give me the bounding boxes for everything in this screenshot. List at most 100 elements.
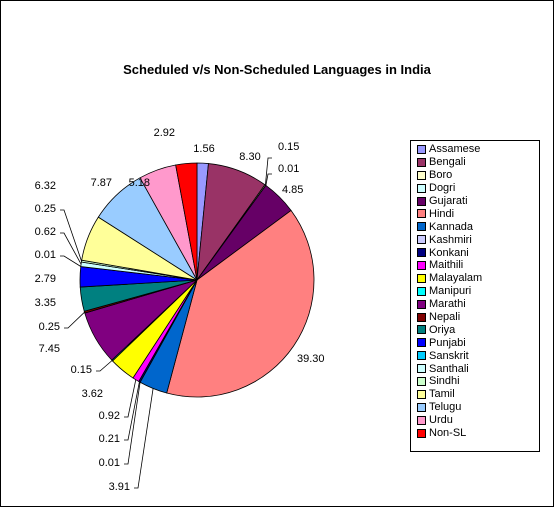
legend-swatch (417, 312, 426, 322)
legend-item-boro: Boro (417, 169, 539, 182)
legend-label: Non-SL (429, 427, 467, 440)
legend-label: Kannada (429, 220, 474, 233)
legend-item-telugu: Telugu (417, 401, 539, 414)
legend-swatch (417, 415, 426, 425)
legend-label: Boro (429, 169, 453, 182)
data-label-hindi: 39.30 (297, 353, 325, 365)
leader-line-nepali (64, 311, 85, 329)
legend-item-marathi: Marathi (417, 298, 539, 311)
legend-label: Gujarati (429, 195, 468, 207)
legend: Assamese Bengali Boro Dogri Gujarati Hindi Kan… (410, 140, 540, 452)
legend-label: Manipuri (429, 285, 472, 298)
leader-line-maithili (124, 379, 137, 418)
legend-label: Kashmiri (429, 233, 472, 246)
legend-item-assamese: Assamese (417, 143, 539, 156)
leader-line-santhali (60, 232, 82, 265)
legend-item-manipuri: Manipuri (417, 285, 539, 298)
legend-item-tamil: Tamil (417, 388, 539, 401)
legend-item-punjabi: Punjabi (417, 336, 539, 349)
legend-label: Punjabi (429, 336, 466, 349)
data-label-marathi: 7.45 (39, 343, 60, 355)
pie-slice-hindi (166, 209, 315, 398)
pie-slice-non-sl (175, 162, 198, 281)
pie-slices (79, 162, 315, 398)
legend-list: Assamese Bengali Boro Dogri Gujarati Hindi Kan… (411, 141, 539, 439)
legend-label: Dogri (429, 182, 456, 195)
legend-label: Bengali (429, 156, 466, 169)
legend-item-sanskrit: Sanskrit (417, 349, 539, 362)
legend-label: Telugu (429, 401, 462, 414)
legend-label: Santhali (429, 362, 469, 375)
legend-swatch (417, 338, 426, 348)
legend-swatch (417, 183, 426, 193)
legend-item-konkani: Konkani (417, 246, 539, 259)
legend-swatch (417, 144, 426, 154)
data-label-santhali: 0.62 (35, 226, 56, 238)
legend-item-santhali: Santhali (417, 362, 539, 375)
data-label-kannada: 3.91 (109, 481, 130, 493)
data-label-boro: 0.15 (278, 141, 299, 153)
legend-swatch (417, 209, 426, 219)
legend-label: Urdu (429, 414, 453, 427)
legend-swatch (417, 273, 426, 283)
legend-swatch (417, 260, 426, 270)
legend-item-gujarati: Gujarati (417, 195, 539, 208)
legend-item-kashmiri: Kashmiri (417, 233, 539, 246)
data-label-punjabi: 2.79 (35, 273, 56, 285)
data-label-konkani: 0.21 (99, 433, 120, 445)
data-label-manipuri: 0.15 (71, 364, 92, 376)
data-label-non-sl: 2.92 (154, 127, 175, 139)
legend-item-dogri: Dogri (417, 182, 539, 195)
legend-swatch (417, 428, 426, 438)
legend-item-maithili: Maithili (417, 259, 539, 272)
legend-label: Konkani (429, 246, 469, 259)
leader-line-konkani (124, 381, 140, 441)
legend-label: Assamese (429, 143, 481, 156)
legend-swatch (417, 376, 426, 386)
data-label-tamil: 6.32 (35, 180, 56, 192)
legend-item-sindhi: Sindhi (417, 375, 539, 388)
legend-label: Hindi (429, 207, 455, 220)
data-label-nepali: 0.25 (39, 321, 60, 333)
legend-label: Marathi (429, 298, 466, 311)
legend-label: Sanskrit (429, 349, 469, 362)
legend-swatch (417, 402, 426, 412)
legend-swatch (417, 364, 426, 374)
data-label-urdu: 5.18 (129, 177, 150, 189)
legend-item-bengali: Bengali (417, 156, 539, 169)
legend-swatch (417, 325, 426, 335)
legend-label: Malayalam (429, 272, 483, 285)
legend-swatch (417, 235, 426, 245)
legend-item-kannada: Kannada (417, 220, 539, 233)
legend-label: Oriya (429, 323, 456, 336)
data-label-telugu: 7.87 (91, 177, 112, 189)
data-label-malayalam: 3.62 (82, 388, 103, 400)
label-leader-lines (60, 157, 272, 489)
data-label-gujarati: 4.85 (282, 184, 303, 196)
data-label-assamese: 1.56 (193, 143, 214, 155)
leader-line-boro (265, 157, 272, 186)
legend-item-malayalam: Malayalam (417, 272, 539, 285)
leader-line-sindhi (60, 209, 82, 262)
legend-swatch (417, 299, 426, 309)
data-label-maithili: 0.92 (99, 410, 120, 422)
legend-label: Maithili (429, 259, 464, 272)
data-label-dogri: 0.01 (278, 163, 299, 175)
legend-swatch (417, 222, 426, 232)
legend-label: Nepali (429, 311, 461, 324)
data-label-bengali: 8.30 (239, 151, 260, 163)
data-label-sindhi: 0.25 (35, 203, 56, 215)
legend-label: Sindhi (429, 375, 460, 388)
legend-item-urdu: Urdu (417, 414, 539, 427)
leader-line-sanskrit (60, 255, 82, 267)
legend-item-hindi: Hindi (417, 207, 539, 220)
chart-title: Scheduled v/s Non-Scheduled Languages in… (123, 62, 431, 77)
leader-line-manipuri (96, 360, 113, 372)
legend-swatch (417, 286, 426, 296)
legend-item-non-sl: Non-SL (417, 427, 539, 440)
legend-swatch (417, 196, 426, 206)
legend-swatch (417, 170, 426, 180)
legend-item-oriya: Oriya (417, 323, 539, 336)
leader-line-dogri (265, 173, 272, 186)
